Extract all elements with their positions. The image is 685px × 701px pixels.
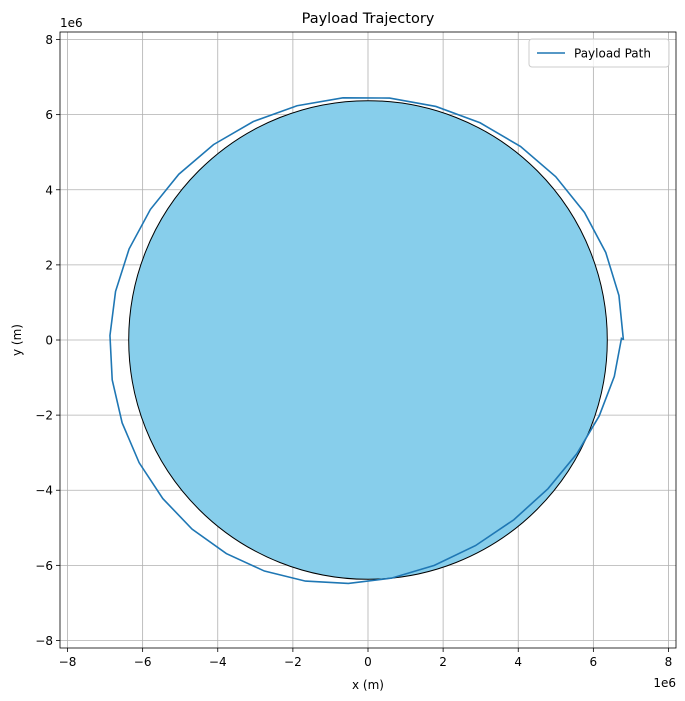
earth-disk [128,100,608,580]
x-tick-label-1: −6 [134,655,152,669]
x-tick-label-0: −8 [59,655,77,669]
x-tick-label-8: 8 [665,655,673,669]
y-tick-label-5: 2 [45,258,53,272]
payload-path-line [109,97,625,585]
y-tick-label-8: 8 [45,33,53,47]
y-tick-label-0: −8 [35,634,53,648]
legend: Payload Path [528,38,670,68]
x-offset-label: 1e6 [653,676,676,690]
x-tick-label-5: 2 [439,655,447,669]
y-tick-label-1: −6 [35,559,53,573]
y-axis-ticks: −8 −6 −4 −2 0 2 4 6 8 [35,33,60,648]
y-axis-title: y (m) [10,324,24,356]
y-tick-label-3: −2 [35,409,53,423]
x-tick-label-2: −4 [209,655,227,669]
y-tick-label-2: −4 [35,484,53,498]
x-axis-title: x (m) [352,678,384,692]
x-tick-label-7: 6 [590,655,598,669]
x-axis-ticks: −8 −6 −4 −2 0 2 4 6 8 [59,648,673,669]
legend-box [528,38,670,68]
x-tick-label-6: 4 [514,655,522,669]
x-tick-label-4: 0 [364,655,372,669]
legend-label-payload-path: Payload Path [574,47,651,61]
chart-title: Payload Trajectory [302,11,435,27]
y-tick-label-4: 0 [45,334,53,348]
plot-area: −8 −6 −4 −2 0 2 4 6 8 −8 −6 −4 −2 0 2 4 6 8 [35,31,677,669]
y-tick-label-7: 6 [45,108,53,122]
y-offset-label: 1e6 [60,16,83,30]
y-tick-label-6: 4 [45,183,53,197]
x-tick-label-3: −2 [284,655,302,669]
